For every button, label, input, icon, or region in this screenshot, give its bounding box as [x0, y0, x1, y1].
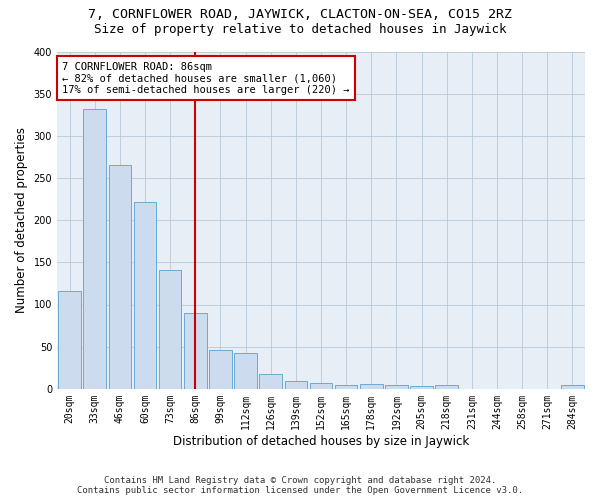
Bar	[284, 381, 307, 389]
Text: 7, CORNFLOWER ROAD, JAYWICK, CLACTON-ON-SEA, CO15 2RZ: 7, CORNFLOWER ROAD, JAYWICK, CLACTON-ON-…	[88, 8, 512, 20]
Y-axis label: Number of detached properties: Number of detached properties	[15, 127, 28, 313]
Text: Contains HM Land Registry data © Crown copyright and database right 2024.
Contai: Contains HM Land Registry data © Crown c…	[77, 476, 523, 495]
Bar	[561, 384, 584, 389]
Bar	[159, 270, 181, 389]
Bar	[109, 164, 131, 389]
Bar	[410, 386, 433, 389]
Bar	[335, 384, 358, 389]
Bar	[184, 313, 206, 389]
Text: Size of property relative to detached houses in Jaywick: Size of property relative to detached ho…	[94, 22, 506, 36]
Bar	[385, 386, 408, 389]
Bar	[234, 354, 257, 389]
X-axis label: Distribution of detached houses by size in Jaywick: Distribution of detached houses by size …	[173, 434, 469, 448]
Bar	[83, 109, 106, 389]
Text: 7 CORNFLOWER ROAD: 86sqm
← 82% of detached houses are smaller (1,060)
17% of sem: 7 CORNFLOWER ROAD: 86sqm ← 82% of detach…	[62, 62, 350, 95]
Bar	[259, 374, 282, 389]
Bar	[209, 350, 232, 389]
Bar	[310, 383, 332, 389]
Bar	[58, 291, 81, 389]
Bar	[134, 202, 157, 389]
Bar	[436, 386, 458, 389]
Bar	[360, 384, 383, 389]
